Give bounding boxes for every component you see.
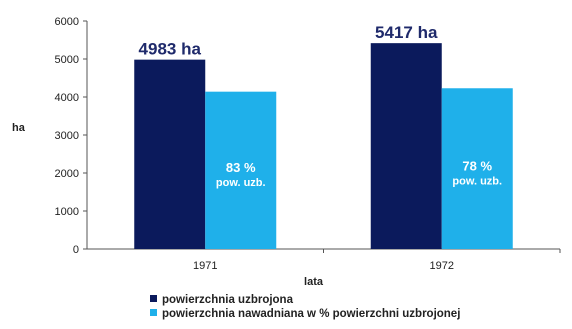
y-tick-label: 4000 xyxy=(55,92,79,104)
data-label-uzbrojona-1972: 5417 ha xyxy=(375,23,438,42)
bar-nawadniana-1972 xyxy=(441,88,513,249)
bar-uzbrojona-1972 xyxy=(370,43,442,250)
y-tick-label: 3000 xyxy=(55,130,79,142)
y-tick-label: 6000 xyxy=(55,16,79,28)
data-label-nawadniana-1971: 83 % xyxy=(226,160,256,175)
x-tick-label: 1971 xyxy=(193,260,217,272)
data-label-nawadniana-1972: 78 % xyxy=(462,159,492,174)
x-axis-ticks: 1971 1972 xyxy=(193,249,561,272)
y-axis-ticks: 0 1000 2000 3000 4000 5000 6000 xyxy=(55,16,87,256)
legend-label-uzbrojona: powierzchnia uzbrojona xyxy=(162,294,294,306)
data-sublabel-nawadniana-1972: pow. uzb. xyxy=(452,176,502,188)
bars xyxy=(134,43,513,250)
y-axis-title: ha xyxy=(12,122,26,134)
bar-nawadniana-1971 xyxy=(205,91,277,250)
y-tick-label: 5000 xyxy=(55,54,79,66)
legend: powierzchnia uzbrojona powierzchnia nawad… xyxy=(150,294,460,320)
legend-swatch-nawadniana xyxy=(150,309,157,316)
x-axis-title: lata xyxy=(304,276,324,288)
bar-uzbrojona-1971 xyxy=(134,59,206,250)
data-labels: 4983 ha 83 % pow. uzb. 5417 ha 78 % pow. uzb. xyxy=(139,23,503,189)
y-tick-label: 2000 xyxy=(55,168,79,180)
data-label-uzbrojona-1971: 4983 ha xyxy=(139,40,202,59)
legend-swatch-uzbrojona xyxy=(150,295,157,302)
y-tick-label: 1000 xyxy=(55,206,79,218)
x-tick-label: 1972 xyxy=(430,260,454,272)
legend-label-nawadniana: powierzchnia nawadniana w % powierzchni … xyxy=(162,308,460,320)
y-tick-label: 0 xyxy=(73,244,79,256)
data-sublabel-nawadniana-1971: pow. uzb. xyxy=(216,177,266,189)
